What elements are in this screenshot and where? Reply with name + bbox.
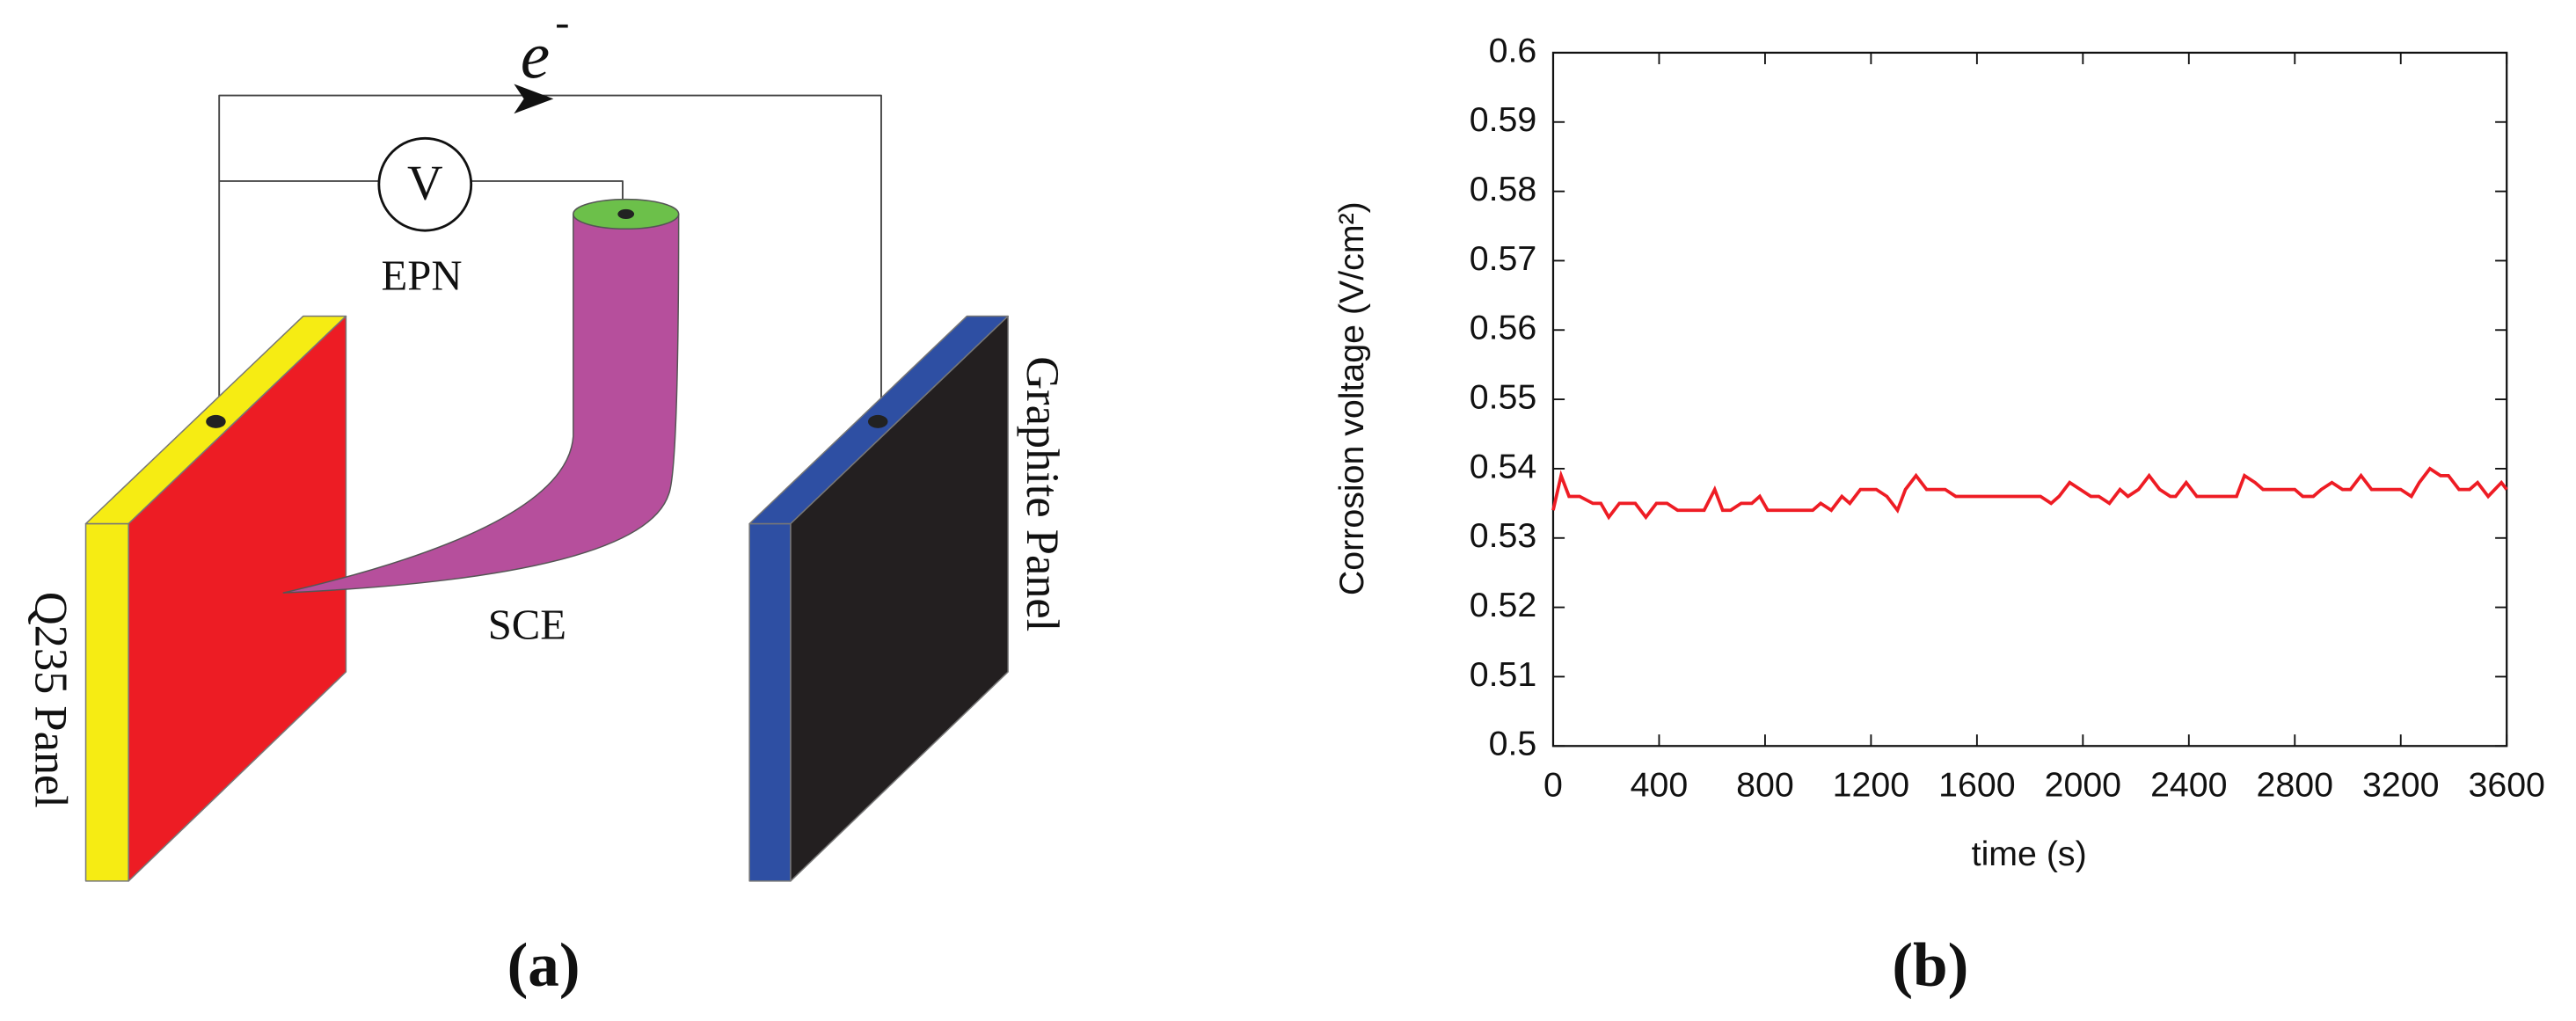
x-axis-label: time (s) <box>1972 835 2087 873</box>
diagram: e - V EPN SCE Q235 Panel Graphite Panel … <box>26 0 1068 1000</box>
y-axis-label: Corrosion voltage (V/cm²) <box>1332 201 1371 595</box>
y-tick-label: 0.52 <box>1470 586 1537 624</box>
sce-label: SCE <box>488 601 566 648</box>
panel-label: Q235 Panel <box>26 592 77 808</box>
caption: (b) <box>1892 931 1968 1000</box>
y-tick-label: 0.6 <box>1489 31 1537 69</box>
x-tick-label: 1600 <box>1938 765 2015 804</box>
panel-edge <box>748 522 792 882</box>
y-tick-label: 0.54 <box>1470 447 1537 485</box>
sce-tube <box>282 213 680 594</box>
y-tick-label: 0.57 <box>1470 239 1537 278</box>
y-tick-label: 0.51 <box>1470 655 1537 694</box>
y-tick-label: 0.55 <box>1470 377 1537 416</box>
contact <box>206 414 226 428</box>
electron-label: e <box>521 19 550 92</box>
x-tick-label: 2000 <box>2045 765 2121 804</box>
x-tick-label: 2800 <box>2257 765 2333 804</box>
y-tick-label: 0.53 <box>1470 516 1537 555</box>
caption: (a) <box>507 931 580 1000</box>
x-tick-label: 3200 <box>2362 765 2439 804</box>
x-tick-label: 800 <box>1736 765 1794 804</box>
x-tick-label: 400 <box>1631 765 1689 804</box>
wire <box>218 94 882 420</box>
x-tick-label: 1200 <box>1833 765 1909 804</box>
panel-face <box>128 315 347 882</box>
plot-frame <box>1551 51 2508 748</box>
x-tick-label: 2400 <box>2150 765 2227 804</box>
data-line <box>1551 466 2508 521</box>
voltmeter-label: V <box>407 156 443 210</box>
contact <box>617 208 635 220</box>
y-tick-label: 0.5 <box>1489 725 1537 763</box>
contact <box>867 414 888 428</box>
arrow <box>514 84 554 114</box>
voltmeter <box>377 136 473 232</box>
epn-label: EPN <box>382 252 463 300</box>
y-tick-label: 0.58 <box>1470 170 1537 208</box>
x-tick-label: 0 <box>1543 765 1563 804</box>
electron-charge: - <box>555 0 569 46</box>
panel-label: Graphite Panel <box>1017 356 1068 631</box>
y-tick-label: 0.56 <box>1470 309 1537 347</box>
panel-edge <box>84 522 129 882</box>
y-tick-label: 0.59 <box>1470 100 1537 139</box>
panel-face <box>790 315 1009 882</box>
x-tick-label: 3600 <box>2468 765 2544 804</box>
